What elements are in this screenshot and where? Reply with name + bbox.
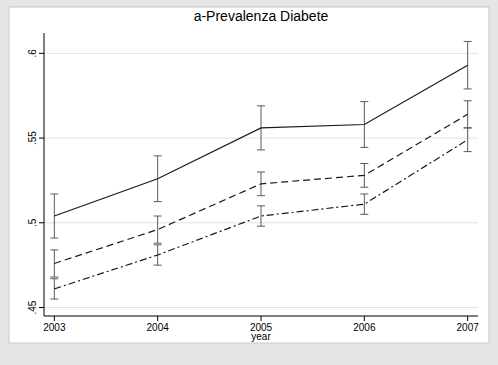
error-cap (464, 127, 472, 128)
error-cap (464, 151, 472, 152)
x-tick-label: 2003 (43, 322, 66, 333)
error-cap (50, 299, 58, 300)
error-cap (257, 105, 265, 106)
graph-region (9, 7, 489, 343)
error-cap (464, 127, 472, 128)
error-cap (50, 238, 58, 239)
error-cap (154, 244, 162, 245)
series-line (54, 140, 467, 289)
error-cap (360, 163, 368, 164)
x-axis-label: year (251, 331, 271, 342)
y-tick (39, 222, 44, 223)
error-cap (154, 265, 162, 266)
x-tick (261, 316, 262, 321)
x-tick-label: 2006 (353, 322, 376, 333)
y-tick-label: .6 (27, 49, 38, 58)
x-axis (44, 316, 478, 317)
background (0, 0, 498, 365)
error-cap (154, 243, 162, 244)
error-cap (360, 214, 368, 215)
error-cap (154, 201, 162, 202)
series-line (54, 65, 467, 216)
x-tick-label: 2004 (147, 322, 170, 333)
error-cap (464, 100, 472, 101)
y-tick-label: .5 (27, 218, 38, 227)
error-cap (154, 216, 162, 217)
y-tick-label: .55 (27, 131, 38, 145)
error-stem (157, 216, 158, 243)
y-axis (44, 33, 45, 316)
error-cap (464, 41, 472, 42)
error-cap (464, 88, 472, 89)
y-tick (39, 53, 44, 54)
title: a-Prevalenza Diabete (194, 8, 329, 24)
grid-line (44, 53, 478, 54)
plot-area (50, 41, 471, 299)
error-cap (360, 101, 368, 102)
error-cap (360, 187, 368, 188)
series-line (54, 114, 467, 263)
error-cap (50, 277, 58, 278)
error-cap (257, 226, 265, 227)
error-stem (364, 194, 365, 214)
y-tick (39, 307, 44, 308)
error-cap (50, 193, 58, 194)
error-cap (50, 278, 58, 279)
chart: a-Prevalenza Diabete .45 .5 .55 .6 2003 2004 20… (0, 0, 498, 365)
error-stem (467, 128, 468, 152)
error-cap (360, 193, 368, 194)
x-tick (54, 316, 55, 321)
error-cap (257, 195, 265, 196)
x-tick (157, 316, 158, 321)
error-cap (360, 147, 368, 148)
error-bar (154, 216, 162, 243)
error-cap (257, 171, 265, 172)
error-cap (257, 149, 265, 150)
x-tick (467, 316, 468, 321)
error-stem (261, 206, 262, 226)
error-cap (257, 205, 265, 206)
error-cap (50, 249, 58, 250)
y-tick (39, 138, 44, 139)
x-tick-label: 2007 (457, 322, 480, 333)
x-tick (364, 316, 365, 321)
error-bar (464, 128, 472, 152)
error-cap (154, 155, 162, 156)
grid-line (44, 307, 478, 308)
y-tick-label: .45 (27, 300, 38, 314)
